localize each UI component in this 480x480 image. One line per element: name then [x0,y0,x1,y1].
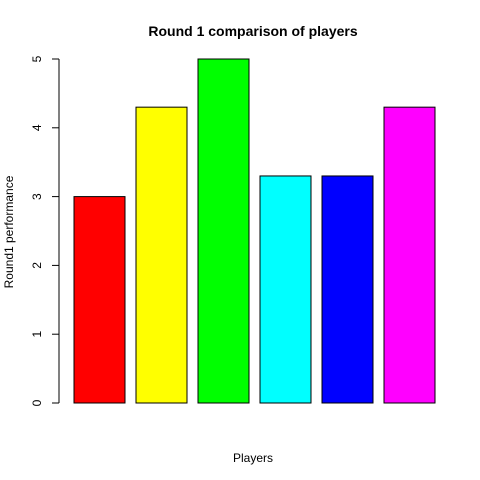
y-axis: 0 1 2 3 4 5 [30,55,60,406]
bar-6 [383,106,436,404]
bar-3 [197,58,250,404]
bar-2 [135,106,188,404]
y-tick-label-1: 1 [30,331,44,338]
y-tick-label-2: 2 [30,262,44,269]
y-tick-label-4: 4 [30,124,44,131]
chart-title: Round 1 comparison of players [148,23,357,39]
x-axis-label: Players [233,451,273,465]
bar-1 [73,196,126,404]
y-tick-label-0: 0 [30,399,44,406]
bars-layer [73,58,436,404]
y-tick-label-3: 3 [30,193,44,200]
bar-4 [259,175,312,404]
bar-5 [321,175,374,404]
y-tick-label-5: 5 [30,55,44,62]
y-axis-label: Round1 performance [2,175,16,288]
